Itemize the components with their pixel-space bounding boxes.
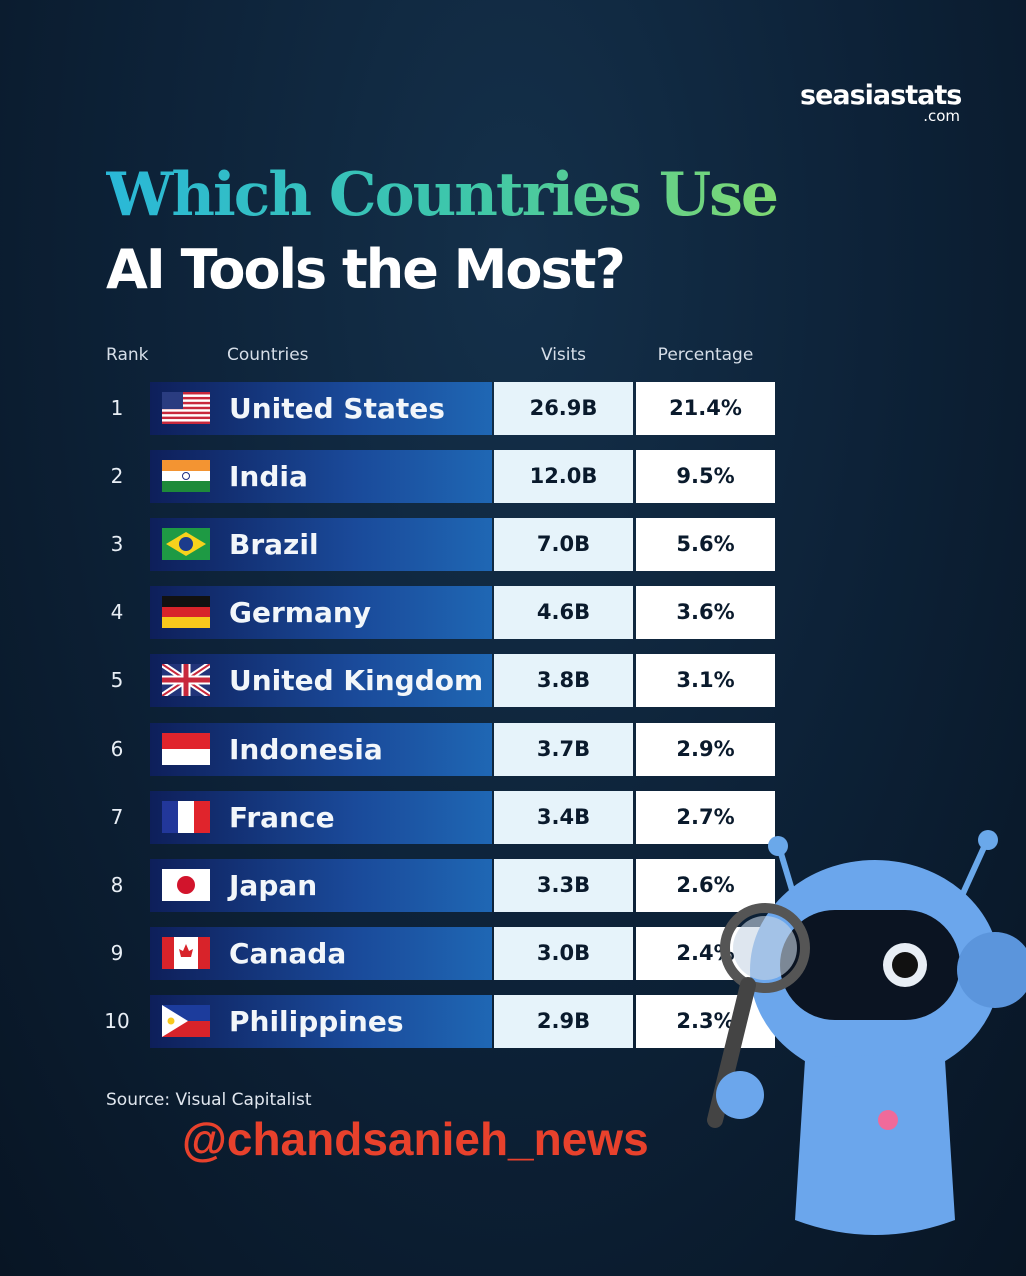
flag [162, 732, 210, 765]
visits: 4.6B [494, 586, 633, 640]
rank: 4 [110, 600, 124, 625]
brand-name: seasiastats [800, 80, 962, 111]
visits: 3.7B [494, 722, 633, 776]
country: India [229, 460, 308, 494]
visits: 2.9B [494, 994, 633, 1048]
country: Indonesia [229, 732, 383, 766]
column-header: Percentage [657, 345, 754, 365]
visits: 26.9B [494, 382, 633, 435]
rank: 2 [110, 464, 124, 489]
country: France [229, 800, 335, 834]
column-header: Rank [106, 345, 149, 365]
flag [162, 528, 210, 561]
rank: 3 [110, 532, 124, 557]
flag [162, 1004, 210, 1037]
country: Philippines [229, 1004, 404, 1038]
percentage: 2.6% [636, 858, 775, 912]
rank: 6 [110, 736, 124, 761]
country: United Kingdom [229, 664, 484, 698]
percentage: 5.6% [636, 518, 775, 572]
flag [162, 460, 210, 493]
flag [162, 868, 210, 901]
title-line: AI Tools the Most? [106, 238, 626, 301]
brand-suffix: .com [923, 107, 960, 125]
visits: 3.0B [494, 926, 633, 980]
percentage: 2.9% [636, 722, 775, 776]
percentage: 21.4% [636, 382, 775, 435]
percentage: 3.1% [636, 654, 775, 708]
rank: 5 [110, 668, 124, 693]
country: Germany [229, 596, 372, 630]
flag [160, 661, 212, 699]
percentage: 9.5% [636, 450, 775, 504]
rank: 7 [110, 804, 124, 829]
visits: 3.3B [494, 858, 633, 912]
percentage: 2.7% [636, 790, 775, 844]
flag [162, 392, 210, 424]
visits: 3.4B [494, 790, 633, 844]
rank: 8 [110, 872, 124, 897]
robot-illustration [707, 830, 1026, 1235]
visits: 3.8B [494, 654, 633, 708]
percentage: 3.6% [636, 586, 775, 640]
country: Brazil [229, 528, 319, 562]
flag [162, 936, 210, 969]
source-note: Source: Visual Capitalist [106, 1090, 312, 1110]
country: Canada [229, 936, 347, 970]
column-header: Visits [540, 345, 587, 365]
rank: 10 [104, 1008, 130, 1033]
country: Japan [229, 868, 318, 902]
percentage: 2.3% [636, 994, 775, 1048]
country: United States [229, 392, 445, 425]
flag [162, 800, 210, 833]
flag [162, 596, 210, 629]
visits: 7.0B [494, 518, 633, 572]
visits: 12.0B [494, 450, 633, 504]
rank: 9 [110, 940, 124, 965]
rank: 1 [110, 396, 124, 420]
watermark: @chandsanieh_news [182, 1113, 649, 1165]
brand: seasiastats .com [800, 80, 962, 125]
column-header: Countries [227, 345, 309, 365]
title-line: Which Countries Use [106, 160, 779, 230]
